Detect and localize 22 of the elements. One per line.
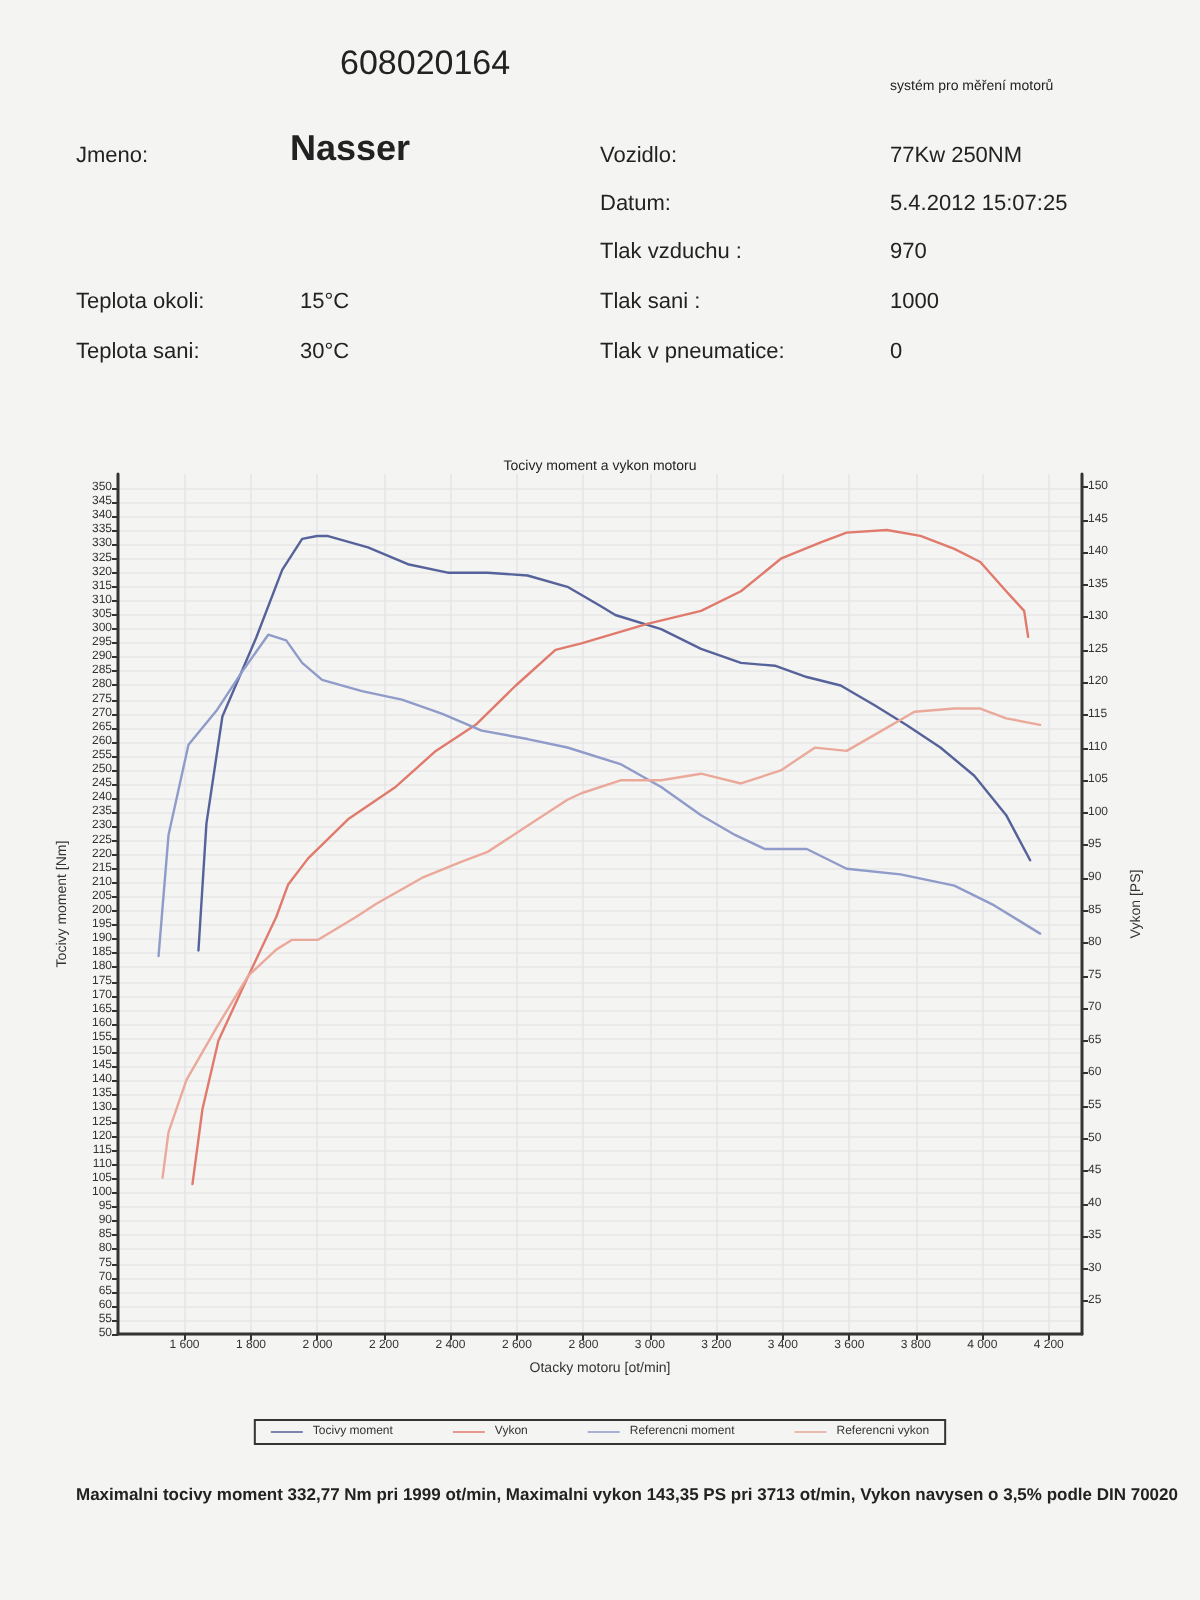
text: Datum: [600, 192, 671, 216]
text: 5.4.2012 15:07:25 [890, 192, 1068, 216]
text: Maximalni tocivy moment 332,77 Nm pri 1999 ot/min, Maximalni vykon 143,35 PS pri 3713 ot/min, Vykon navysen o 3,5% podle DIN 70020 [76, 1484, 1178, 1504]
text: 0 [890, 340, 903, 364]
text: Tlak vzduchu : [600, 240, 742, 264]
text: 608020164 [340, 44, 511, 84]
text: 1000 [890, 290, 939, 314]
text: Jmeno: [76, 144, 149, 168]
text: 970 [890, 240, 927, 264]
text: 30°C [300, 340, 350, 364]
text: Teplota okoli: [76, 290, 205, 314]
text: 77Kw 250NM [890, 144, 1023, 168]
text: Tlak sani : [600, 290, 701, 314]
text: 15°C [300, 290, 350, 314]
line-series [161, 707, 1042, 1179]
text: Teplota sani: [76, 340, 200, 364]
text: Tlak v pneumatice: [600, 340, 785, 364]
line-series [157, 633, 1042, 958]
line-series [197, 534, 1032, 952]
text: Nasser [290, 128, 411, 170]
text: Vozidlo: [600, 144, 678, 168]
line-series [191, 528, 1030, 1186]
